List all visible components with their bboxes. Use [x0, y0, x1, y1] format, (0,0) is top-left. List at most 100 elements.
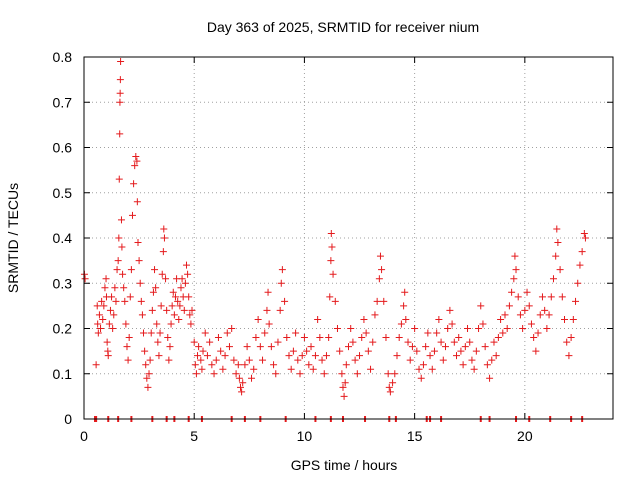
data-point	[154, 338, 162, 346]
data-point	[210, 370, 218, 378]
data-point	[128, 211, 136, 219]
data-point	[141, 347, 149, 355]
data-point	[294, 356, 302, 364]
y-tick-label: 0.1	[53, 366, 73, 382]
data-point	[206, 338, 214, 346]
data-point	[316, 334, 324, 342]
data-point	[461, 343, 469, 351]
data-point	[180, 306, 188, 314]
data-point	[208, 361, 216, 369]
data-point	[503, 325, 511, 332]
data-point	[167, 320, 175, 328]
data-point	[367, 365, 375, 373]
data-point	[576, 261, 584, 269]
data-point	[457, 347, 465, 355]
data-point	[223, 329, 231, 337]
data-point	[272, 370, 280, 378]
data-point	[104, 352, 112, 360]
data-point	[144, 383, 152, 391]
data-point	[190, 338, 198, 346]
data-point	[470, 365, 478, 373]
data-point	[527, 320, 535, 328]
data-point	[395, 334, 403, 342]
data-point	[97, 325, 105, 332]
data-point	[565, 352, 573, 360]
data-point	[406, 356, 414, 364]
data-point	[127, 266, 135, 274]
data-point	[143, 374, 151, 382]
data-point	[569, 315, 577, 323]
data-point	[113, 266, 121, 274]
data-point	[157, 302, 165, 310]
data-point	[156, 329, 164, 337]
data-point	[201, 329, 209, 337]
data-point	[135, 257, 143, 265]
data-point	[563, 338, 571, 346]
data-point	[164, 334, 172, 342]
data-point	[516, 311, 524, 319]
data-point	[349, 338, 357, 346]
data-point	[132, 153, 140, 161]
data-point	[325, 334, 333, 342]
data-point	[402, 315, 410, 323]
data-point	[125, 334, 133, 342]
data-point	[149, 288, 157, 296]
data-point	[558, 293, 566, 301]
data-point	[108, 293, 116, 301]
data-point	[95, 311, 103, 319]
data-point	[133, 157, 141, 165]
data-point	[243, 343, 251, 351]
data-point	[345, 343, 352, 351]
data-point	[122, 320, 130, 328]
data-point	[358, 334, 366, 342]
data-point	[578, 248, 586, 256]
data-point	[382, 334, 390, 342]
data-point	[541, 306, 549, 314]
data-point	[120, 284, 128, 292]
data-point	[98, 297, 106, 305]
data-point	[184, 270, 192, 278]
data-point	[194, 352, 202, 360]
data-point	[464, 325, 472, 332]
data-point	[488, 356, 496, 364]
data-point	[397, 320, 405, 328]
data-point	[362, 329, 370, 337]
y-tick-labels: 0 0.1 0.2 0.3 0.4 0.5 0.6 0.7 0.8	[53, 49, 73, 427]
data-point	[254, 315, 262, 323]
data-point	[292, 329, 300, 337]
data-point	[490, 338, 498, 346]
data-point	[450, 338, 458, 346]
data-point	[101, 284, 109, 292]
data-point	[241, 361, 249, 369]
data-point	[137, 297, 145, 305]
data-point	[261, 329, 269, 337]
data-point	[538, 293, 546, 301]
data-point	[110, 311, 118, 319]
data-point	[92, 361, 100, 369]
data-point	[203, 352, 211, 360]
data-point	[245, 356, 253, 364]
data-point	[93, 302, 101, 310]
data-point	[100, 302, 108, 310]
chart-title: Day 363 of 2025, SRMTID for receiver niu…	[207, 19, 479, 35]
data-point	[417, 374, 425, 382]
data-point	[274, 338, 282, 346]
data-point	[419, 361, 427, 369]
data-point	[351, 356, 359, 364]
data-point	[147, 329, 155, 337]
data-point	[131, 162, 139, 170]
data-point	[130, 180, 138, 188]
data-point	[99, 315, 107, 323]
data-point	[217, 347, 225, 355]
data-point	[318, 356, 326, 364]
data-point	[105, 320, 113, 328]
data-point	[160, 234, 168, 242]
data-point	[133, 198, 141, 206]
data-point	[270, 361, 278, 369]
data-point	[309, 365, 317, 373]
data-point	[117, 58, 125, 66]
data-point	[234, 361, 242, 369]
data-point	[444, 325, 452, 332]
data-point	[263, 306, 271, 314]
